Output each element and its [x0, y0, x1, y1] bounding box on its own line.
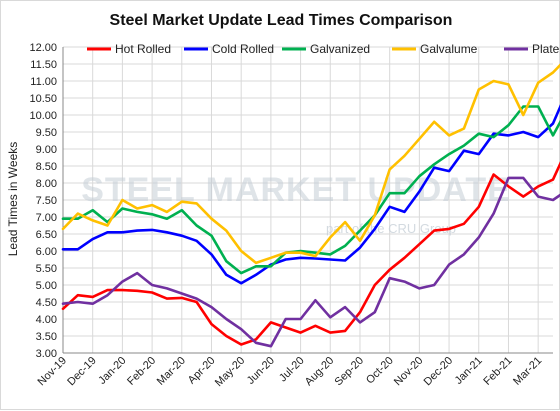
x-tick-label: May-20 [213, 355, 247, 389]
y-tick-label: 6.00 [36, 246, 57, 258]
x-tick-label: Jun-20 [245, 355, 277, 387]
series-line-hot-rolled [61, 161, 560, 346]
y-tick-label: 11.50 [30, 59, 57, 71]
x-tick-label: Dec-19 [65, 355, 99, 389]
x-tick-label: Nov-20 [392, 355, 426, 389]
legend-label-hot-rolled: Hot Rolled [115, 42, 171, 56]
legend-label-cold-rolled: Cold Rolled [212, 42, 274, 56]
series-line-galvanized [61, 105, 560, 275]
x-tick-label: Sep-20 [333, 355, 367, 389]
y-tick-label: 11.00 [30, 76, 57, 88]
y-tick-label: 9.50 [36, 127, 57, 139]
y-tick-label: 9.00 [36, 144, 57, 156]
y-tick-label: 7.50 [36, 195, 57, 207]
chart-title: Steel Market Update Lead Times Compariso… [110, 12, 453, 29]
x-tick-label: Mar-20 [155, 355, 188, 388]
x-tick-label: Dec-20 [422, 355, 456, 389]
series-line-galvalume [61, 63, 560, 265]
series-line-plate [61, 176, 560, 348]
y-tick-label: 7.00 [36, 212, 57, 224]
y-tick-label: 12.00 [29, 42, 57, 54]
x-tick-label: Mar-21 [511, 355, 544, 388]
axes: 3.00 3.50 4.00 4.50 5.00 5.50 6.00 6.50 7.00 7.50… [29, 42, 553, 389]
watermark-main-text: STEEL MARKET UPDATE [81, 171, 511, 209]
y-tick-label: 4.00 [36, 314, 57, 326]
legend: Hot Rolled Cold Rolled Galvanized Galvalume… [87, 42, 560, 56]
x-tick-label: Oct-20 [364, 355, 396, 387]
gridlines [62, 46, 553, 354]
x-tick-label: Feb-21 [481, 355, 514, 388]
x-tick-label: Aug-20 [303, 355, 337, 389]
legend-label-plate: Plate [532, 42, 560, 56]
y-tick-label: 10.00 [29, 110, 57, 122]
series-line-cold-rolled [61, 104, 560, 285]
x-tick-label: Jan-20 [96, 355, 128, 387]
y-axis-title: Lead Times in Weeks [6, 142, 20, 257]
y-tick-label: 5.00 [36, 280, 57, 292]
legend-label-galvanized: Galvanized [310, 42, 370, 56]
y-tick-label: 6.50 [36, 229, 57, 241]
watermark: STEEL MARKET UPDATE part of the CRU Grou… [81, 171, 511, 236]
y-tick-label: 3.50 [36, 331, 57, 343]
x-tick-label: Feb-20 [125, 355, 158, 388]
y-tick-label: 4.50 [36, 297, 57, 309]
y-tick-label: 5.50 [36, 263, 57, 275]
y-tick-label: 8.00 [36, 178, 57, 190]
x-tick-label: Jan-21 [453, 355, 485, 387]
y-tick-label: 10.50 [29, 93, 57, 105]
y-tick-label: 3.00 [36, 348, 57, 360]
legend-label-galvalume: Galvalume [420, 42, 478, 56]
y-tick-label: 8.50 [36, 161, 57, 173]
series-lines [61, 63, 560, 348]
